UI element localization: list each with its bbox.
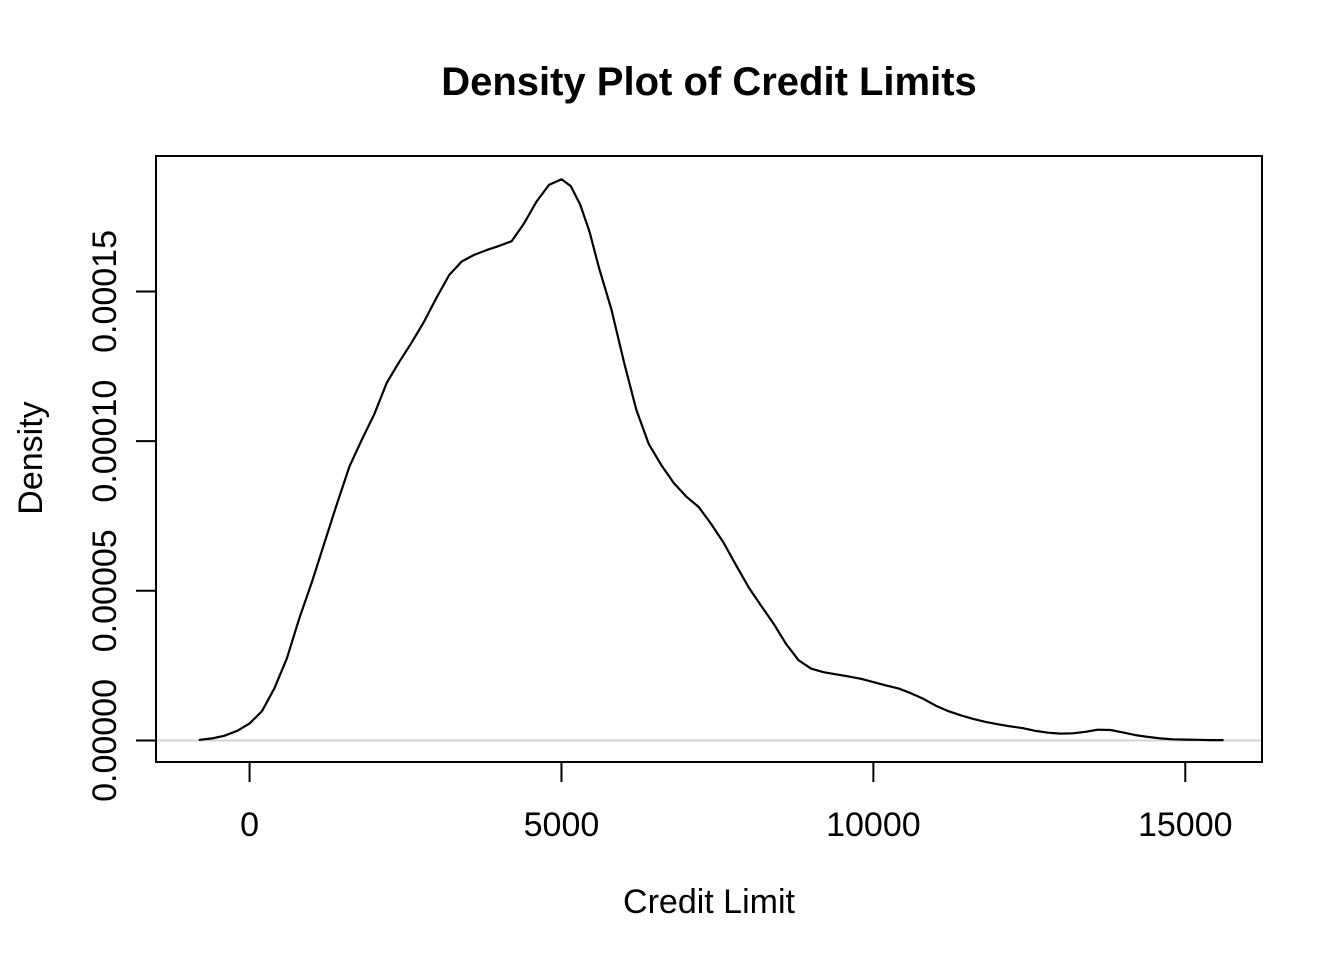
x-axis-label: Credit Limit <box>623 883 795 921</box>
x-tick-label: 10000 <box>826 806 921 844</box>
y-tick-label: 0.00010 <box>86 380 124 503</box>
plot-box <box>155 155 1263 763</box>
y-tick-label: 0.00005 <box>86 529 124 652</box>
chart-title: Density Plot of Credit Limits <box>441 60 977 104</box>
y-tick-label: 0.00015 <box>86 230 124 353</box>
plot-area: 0 5000 10000 15000 0.00000 0.00005 0.00010 0.00… <box>86 155 1263 844</box>
density-curve <box>198 178 1224 742</box>
x-tick-label: 0 <box>240 806 259 844</box>
x-tick-label: 5000 <box>524 806 600 844</box>
y-axis-label: Density <box>12 401 50 514</box>
y-tick-label: 0.00000 <box>86 679 124 802</box>
x-tick-label: 15000 <box>1138 806 1233 844</box>
